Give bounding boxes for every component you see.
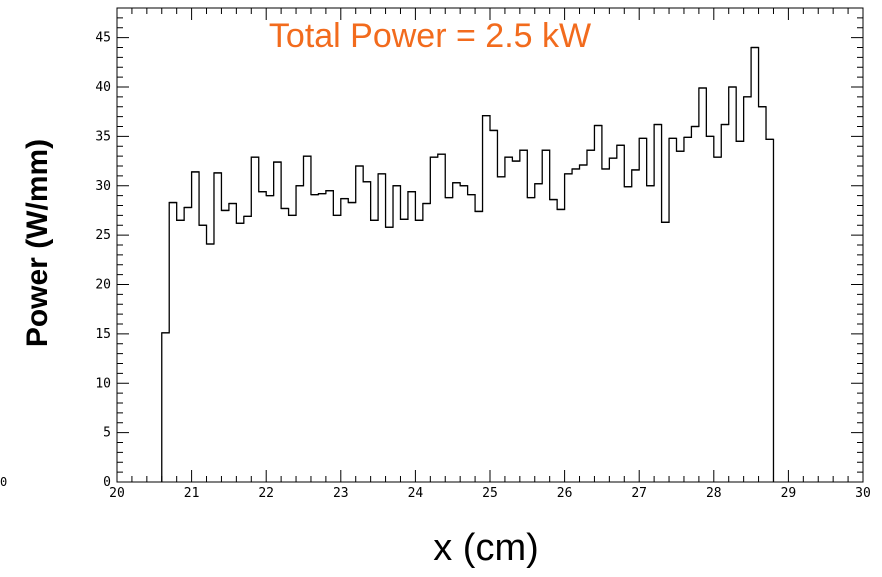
x-tick-label: 27	[631, 486, 647, 501]
stray-tick-label: 0	[0, 475, 7, 489]
series-group	[161, 46, 775, 482]
y-axis-label: Power (W/mm)	[21, 139, 54, 347]
y-tick-label: 40	[95, 80, 111, 95]
x-tick-label: 29	[781, 486, 797, 501]
x-tick-label: 25	[482, 486, 498, 501]
x-tick-label: 26	[557, 486, 573, 501]
x-tick-label: 20	[109, 486, 125, 501]
y-tick-label: 25	[95, 228, 111, 243]
x-tick-label: 23	[333, 486, 349, 501]
y-tick-label: 15	[95, 327, 111, 342]
x-axis-label: x (cm)	[433, 527, 539, 569]
ticks-group: 20 21 22 23 24 25 26 27 28 29 30 0 5 10 15 20 25 30 35 40 45	[95, 8, 871, 501]
x-tick-label: 22	[258, 486, 274, 501]
x-tick-label: 24	[408, 486, 424, 501]
x-tick-label: 28	[706, 486, 722, 501]
histogram-step-line	[161, 46, 775, 482]
y-tick-label: 30	[95, 179, 111, 194]
chart-title: Total Power = 2.5 kW	[269, 17, 591, 55]
y-tick-label: 45	[95, 31, 111, 46]
y-tick-label: 20	[95, 278, 111, 293]
y-tick-label: 0	[103, 475, 111, 490]
x-tick-label: 21	[184, 486, 200, 501]
y-tick-label: 10	[95, 376, 111, 391]
x-tick-label: 30	[855, 486, 871, 501]
y-tick-label: 35	[95, 129, 111, 144]
y-tick-label: 5	[103, 426, 111, 441]
